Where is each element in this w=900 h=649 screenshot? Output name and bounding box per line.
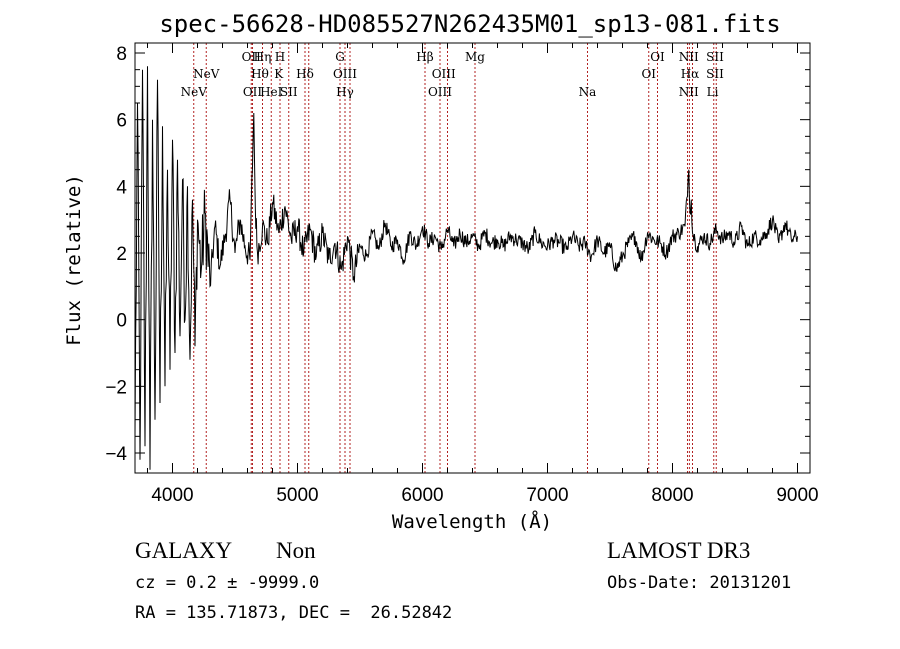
spectral-line-label: SII — [706, 67, 724, 81]
spectral-line-label: NII — [679, 50, 699, 64]
spectrum-chart: spec-56628-HD085527N262435M01_sp13-081.f… — [63, 10, 819, 533]
spectral-line-label: OI — [641, 67, 656, 81]
spectral-line-markers — [193, 43, 717, 473]
spectral-line-label: K — [274, 67, 284, 81]
spectral-line-label: Mg — [465, 50, 485, 64]
spectral-line-label: SII — [706, 50, 724, 64]
spectral-line-label: OII — [242, 50, 262, 64]
spectral-line-label: NII — [679, 85, 699, 99]
y-tick-label: 0 — [116, 311, 127, 332]
survey-name: LAMOST DR3 — [607, 538, 751, 563]
obs-date: Obs-Date: 20131201 — [607, 573, 792, 593]
spectral-line-label: HeI — [260, 85, 283, 99]
chart-title: spec-56628-HD085527N262435M01_sp13-081.f… — [159, 10, 780, 38]
spectral-line-label: Hθ — [251, 67, 269, 81]
x-axis-label: Wavelength (Å) — [392, 510, 552, 533]
spectral-line-label: Hγ — [336, 85, 354, 99]
x-tick-label: 7000 — [526, 485, 568, 506]
plot-frame — [134, 42, 811, 474]
spectral-line-label: OI — [650, 50, 665, 64]
spectral-line-label: Hβ — [416, 50, 433, 64]
spectral-line-label: NeV — [181, 85, 208, 99]
y-axis: −4 −2 0 2 4 6 8 — [105, 44, 810, 465]
spectral-line-label: G — [335, 50, 345, 64]
spectral-line-labels: NeVNeVOIIOIIHηHθHeIHKSIIHδGOIIIHγHβOIIIO… — [181, 50, 725, 99]
object-class: GALAXY — [135, 538, 233, 563]
spectrum-series-line — [134, 66, 798, 470]
coordinates-readout: RA = 135.71873, DEC = 26.52842 — [135, 603, 453, 623]
spectral-line-label: Li — [707, 85, 719, 99]
spectral-line-label: Hη — [254, 50, 272, 64]
redshift-readout: cz = 0.2 ± -9999.0 — [135, 573, 320, 593]
y-tick-label: −2 — [105, 377, 127, 398]
x-tick-label: 4000 — [151, 485, 193, 506]
spectral-line-label: H — [275, 50, 285, 64]
y-axis-label: Flux (relative) — [63, 174, 85, 346]
x-tick-label: 5000 — [276, 485, 318, 506]
spectral-line-label: OII — [243, 85, 263, 99]
y-tick-label: 4 — [116, 177, 127, 198]
spectral-line-label: OIII — [428, 85, 452, 99]
y-tick-label: 6 — [116, 111, 127, 132]
spectral-line-label: OIII — [333, 67, 357, 81]
spectral-line-label: NeV — [193, 67, 220, 81]
y-tick-label: 8 — [116, 44, 127, 65]
spectral-line-label: Na — [579, 85, 597, 99]
x-tick-label: 9000 — [776, 485, 818, 506]
x-tick-label: 6000 — [401, 485, 443, 506]
spectral-line-label: Hα — [681, 67, 700, 81]
spectral-line-label: SII — [280, 85, 298, 99]
y-tick-label: 2 — [116, 244, 127, 265]
x-axis: 4000 5000 6000 7000 8000 9000 — [147, 43, 819, 506]
x-tick-label: 8000 — [651, 485, 693, 506]
object-subclass: Non — [276, 538, 316, 563]
spectral-line-label: Hδ — [296, 67, 314, 81]
y-tick-label: −4 — [105, 444, 127, 465]
spectral-line-label: OIII — [432, 67, 456, 81]
